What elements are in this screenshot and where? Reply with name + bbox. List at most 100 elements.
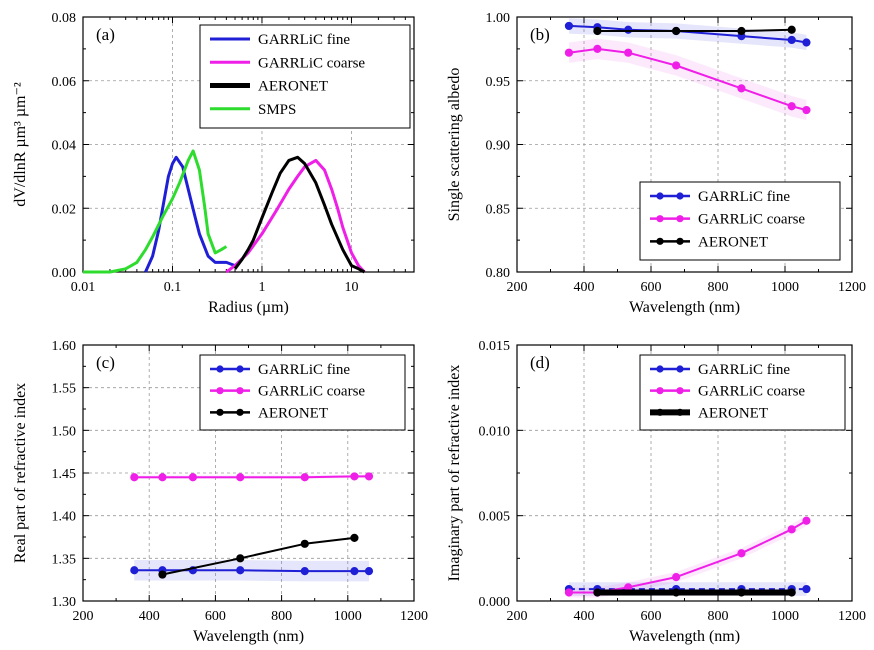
legend-marker bbox=[656, 192, 664, 200]
data-point bbox=[236, 473, 245, 482]
y-tick-label: 0.04 bbox=[52, 139, 77, 154]
data-point bbox=[130, 566, 139, 575]
x-tick-label: 400 bbox=[574, 280, 595, 295]
legend-label: SMPS bbox=[258, 102, 296, 118]
x-axis-label: Wavelength (nm) bbox=[629, 299, 740, 316]
series-line bbox=[568, 519, 807, 594]
data-point bbox=[672, 61, 681, 70]
legend: GARRLiC fine GARRLiC coarse AERONET bbox=[639, 181, 841, 261]
legend-label: AERONET bbox=[698, 405, 768, 421]
legend-marker bbox=[676, 192, 684, 200]
x-tick-label: 1200 bbox=[838, 280, 866, 295]
data-point bbox=[350, 472, 359, 481]
legend-marker bbox=[676, 387, 684, 395]
legend-marker bbox=[236, 408, 244, 416]
data-point bbox=[737, 588, 746, 597]
data-point bbox=[787, 588, 796, 597]
x-axis-label: Radius (µm) bbox=[208, 299, 289, 316]
legend-marker bbox=[656, 237, 664, 245]
series-aeronet bbox=[158, 533, 359, 579]
legend-marker bbox=[216, 387, 224, 395]
series-garrlic-coarse bbox=[564, 44, 811, 115]
data-point bbox=[593, 588, 602, 597]
series-aeronet bbox=[593, 588, 796, 597]
x-tick-label: 800 bbox=[708, 609, 729, 624]
panel-label: (b) bbox=[530, 25, 550, 44]
y-tick-label: 0.000 bbox=[479, 595, 511, 610]
y-tick-label: 1.50 bbox=[52, 424, 77, 439]
series-garrlic-fine bbox=[144, 155, 236, 273]
data-point bbox=[737, 84, 746, 93]
x-tick-label: 200 bbox=[507, 280, 528, 295]
data-point bbox=[158, 570, 167, 579]
legend-label: GARRLiC coarse bbox=[258, 55, 365, 71]
y-tick-label: 1.35 bbox=[52, 552, 77, 567]
x-tick-label: 800 bbox=[271, 609, 292, 624]
legend-marker bbox=[676, 408, 684, 416]
x-tick-label: 1000 bbox=[771, 280, 799, 295]
panel-label: (a) bbox=[96, 25, 115, 44]
y-tick-label: 1.30 bbox=[52, 595, 77, 610]
data-point bbox=[300, 473, 309, 482]
data-point bbox=[593, 44, 602, 53]
data-point bbox=[737, 549, 746, 558]
x-tick-label: 1 bbox=[258, 280, 265, 295]
data-point bbox=[158, 473, 167, 482]
x-axis-label: Wavelength (nm) bbox=[629, 628, 740, 645]
series-garrlic-coarse bbox=[130, 472, 374, 482]
data-point bbox=[364, 472, 374, 481]
data-point bbox=[364, 567, 374, 576]
legend-label: GARRLiC fine bbox=[258, 32, 350, 48]
legend: GARRLiC fine GARRLiC coarse AERONET bbox=[639, 354, 846, 431]
y-tick-label: 0.85 bbox=[486, 202, 511, 217]
data-point bbox=[672, 588, 681, 597]
x-tick-label: 200 bbox=[507, 609, 528, 624]
x-tick-label: 600 bbox=[205, 609, 226, 624]
data-point bbox=[802, 105, 811, 115]
y-axis-label: Single scattering albedo bbox=[446, 68, 463, 222]
series-line bbox=[83, 149, 228, 274]
legend-marker bbox=[656, 387, 664, 395]
data-point bbox=[350, 533, 359, 542]
data-point bbox=[787, 35, 796, 45]
x-tick-label: 200 bbox=[73, 609, 94, 624]
data-point bbox=[300, 567, 309, 576]
data-point bbox=[350, 567, 359, 576]
legend: GARRLiC fine GARRLiC coarse AERONET bbox=[199, 354, 406, 431]
y-tick-label: 1.00 bbox=[486, 11, 511, 26]
y-tick-label: 0.010 bbox=[479, 424, 511, 439]
series-line bbox=[134, 475, 369, 479]
x-tick-label: 600 bbox=[641, 280, 662, 295]
x-tick-label: 800 bbox=[708, 280, 729, 295]
data-point bbox=[624, 25, 633, 34]
series-aeronet bbox=[593, 25, 796, 36]
data-point bbox=[802, 584, 811, 594]
legend-marker bbox=[236, 365, 244, 373]
chart-panel-2: 200 400 600 800 1000 1200 0.80 0.85 0.90 0.95 1.00… bbox=[446, 11, 866, 316]
legend-label: AERONET bbox=[698, 234, 768, 250]
y-tick-label: 0.95 bbox=[486, 75, 511, 90]
data-point bbox=[564, 21, 574, 31]
y-axis-label: Imaginary part of refractive index bbox=[446, 365, 463, 582]
data-point bbox=[564, 48, 574, 57]
y-tick-label: 1.40 bbox=[52, 510, 77, 525]
y-tick-label: 0.02 bbox=[52, 202, 77, 217]
legend-box bbox=[199, 354, 406, 431]
data-point bbox=[300, 539, 309, 548]
legend-label: GARRLiC fine bbox=[258, 362, 350, 378]
x-tick-label: 1000 bbox=[334, 609, 362, 624]
legend-marker bbox=[656, 365, 664, 373]
data-point bbox=[787, 102, 796, 111]
x-tick-label: 400 bbox=[139, 609, 160, 624]
data-point bbox=[787, 525, 796, 534]
legend-marker bbox=[236, 387, 244, 395]
data-point bbox=[787, 25, 796, 34]
y-tick-label: 0.06 bbox=[52, 75, 77, 90]
series-line bbox=[134, 569, 369, 573]
legend-label: AERONET bbox=[258, 405, 328, 421]
x-tick-label: 600 bbox=[641, 609, 662, 624]
uncertainty-band bbox=[568, 38, 807, 121]
chart-panel-3: 200 400 600 800 1000 1200 1.30 1.35 1.40 1.45 1.50… bbox=[12, 339, 428, 645]
y-tick-label: 0.08 bbox=[52, 11, 77, 26]
